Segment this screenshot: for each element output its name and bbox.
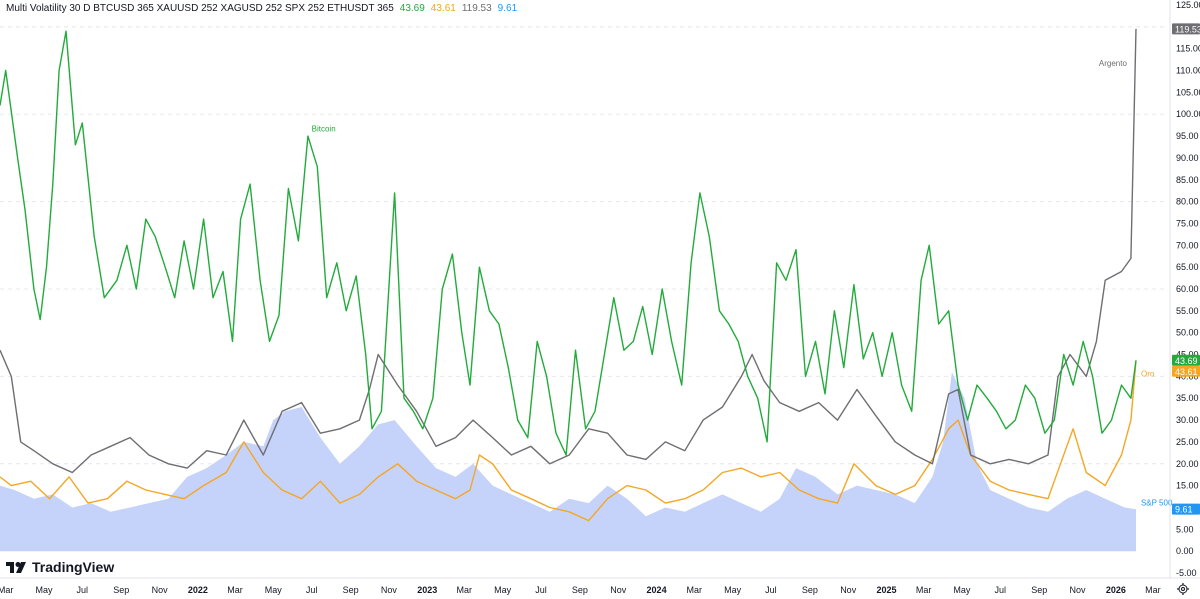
y-tick-label-4: 15.00 [1176,481,1199,491]
grid-lines [0,26,1168,465]
legend-value-1: 43.61 [431,3,456,14]
x-tick-label-3: Sep [113,585,129,595]
y-tick-label-10: 45.00 [1176,350,1199,360]
series-line-bitcoin [0,30,1137,456]
y-tick-label-7: 30.00 [1176,415,1199,425]
y-tick-label-12: 55.00 [1176,306,1199,316]
x-tick-label-30: Mar [1145,585,1161,595]
x-tick-label-12: Mar [457,585,473,595]
x-tick-label-18: Mar [687,585,703,595]
x-tick-label-26: Jul [994,585,1006,595]
last-value-text-3: 9.61 [1175,505,1193,515]
legend-title: Multi Volatility 30 D BTCUSD 365 XAUUSD … [6,3,394,14]
series-area-s-p-500 [0,372,1136,552]
y-tick-label-6: 25.00 [1176,437,1199,447]
x-tick-label-16: Nov [610,585,627,595]
last-value-badge-0 [1172,23,1200,35]
series-line-argento [0,28,1137,474]
x-tick-label-13: May [494,585,512,595]
last-value-text-2: 43.61 [1175,367,1198,377]
y-tick-label-11: 50.00 [1176,328,1199,338]
y-tick-label-24: 115.00 [1176,44,1200,54]
y-tick-label-17: 80.00 [1176,197,1199,207]
y-tick-label-13: 60.00 [1176,284,1199,294]
x-tick-label-0: Mar [0,585,13,595]
y-tick-label-19: 90.00 [1176,153,1199,163]
time-scale[interactable]: Mar May Jul Sep Nov 2022 Mar May Jul Sep Nov 2023 Ma… [0,585,1161,595]
x-tick-label-7: May [265,585,283,595]
last-value-badge-2 [1172,365,1200,377]
x-tick-label-4: Nov [152,585,169,595]
x-tick-label-23: 2025 [877,585,897,595]
tradingview-logo-icon [6,562,26,573]
x-tick-label-2: Jul [77,585,89,595]
x-tick-label-20: Jul [765,585,777,595]
x-tick-label-29: 2026 [1106,585,1126,595]
x-tick-label-1: May [35,585,53,595]
y-tick-label-14: 65.00 [1176,262,1199,272]
series-layer [0,28,1137,552]
gear-icon[interactable] [1177,583,1189,595]
x-tick-label-15: Sep [572,585,588,595]
series-label-1: Argento [1099,59,1128,68]
y-tick-label-15: 70.00 [1176,240,1199,250]
x-tick-label-17: 2024 [647,585,667,595]
last-value-text-1: 43.69 [1175,356,1198,366]
series-label-0: Bitcoin [312,125,336,134]
x-tick-label-6: Mar [227,585,243,595]
tradingview-logo[interactable]: TradingView [6,559,114,575]
x-tick-label-27: Sep [1031,585,1047,595]
y-tick-label-22: 105.00 [1176,87,1200,97]
legend-value-0: 43.69 [400,3,425,14]
y-tick-label-1: 0.00 [1176,546,1194,556]
tradingview-logo-text: TradingView [32,559,114,575]
y-tick-label-21: 100.00 [1176,109,1200,119]
series-line-oro [0,360,1137,522]
last-value-text-0: 119.53 [1175,24,1200,34]
x-tick-label-8: Jul [306,585,318,595]
series-label-3: S&P 500 [1141,498,1173,507]
x-tick-label-14: Jul [535,585,547,595]
annotation-layer: Bitcoin Argento Oro S&P 500 [312,59,1173,507]
y-tick-label-16: 75.00 [1176,218,1199,228]
y-tick-label-20: 95.00 [1176,131,1199,141]
legend-value-3: 9.61 [498,3,518,14]
y-tick-label-26: 125.00 [1176,0,1200,10]
x-tick-label-10: Nov [381,585,398,595]
x-tick-label-21: Sep [802,585,818,595]
legend-values: 43.69 43.61 119.53 9.61 [400,3,518,14]
y-tick-label-8: 35.00 [1176,393,1199,403]
x-tick-label-28: Nov [1070,585,1087,595]
x-tick-label-19: May [724,585,742,595]
x-tick-label-24: Mar [916,585,932,595]
x-tick-label-9: Sep [343,585,359,595]
last-value-badge-3 [1172,503,1200,515]
y-tick-label-5: 20.00 [1176,459,1199,469]
y-tick-label-18: 85.00 [1176,175,1199,185]
x-tick-label-11: 2023 [417,585,437,595]
x-tick-label-25: May [953,585,971,595]
y-tick-label-0: -5.00 [1176,568,1197,578]
x-tick-label-22: Nov [840,585,857,595]
legend-value-2: 119.53 [462,3,492,14]
y-tick-label-2: 5.00 [1176,524,1194,534]
last-value-badge-1 [1172,354,1200,366]
x-tick-label-5: 2022 [188,585,208,595]
y-tick-label-23: 110.00 [1176,66,1200,76]
series-label-2: Oro [1141,369,1155,378]
